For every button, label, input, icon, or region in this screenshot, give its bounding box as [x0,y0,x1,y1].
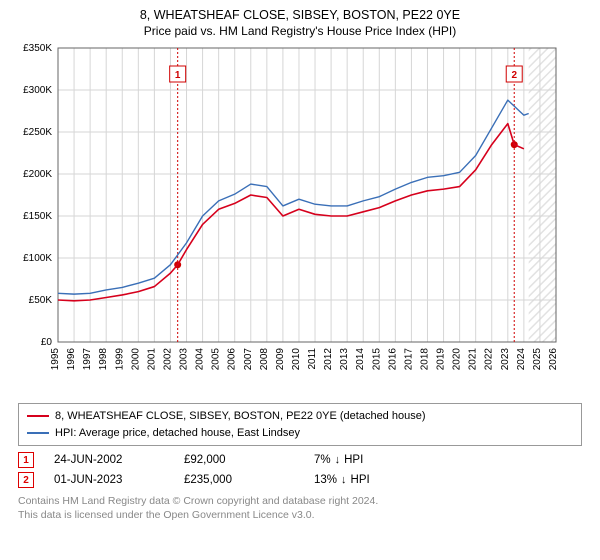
chart-svg: £0 £50K £100K £150K £200K £250K £300K £350K 1995… [10,42,570,392]
svg-text:1999: 1999 [114,348,125,371]
svg-text:£150K: £150K [23,211,52,222]
transaction-delta-1: 7% ↓ HPI [314,454,363,466]
svg-text:2000: 2000 [130,348,141,371]
svg-text:2012: 2012 [323,348,334,371]
svg-text:2024: 2024 [516,348,527,371]
svg-text:2010: 2010 [291,348,302,371]
svg-text:2009: 2009 [275,348,286,371]
svg-text:2015: 2015 [371,348,382,371]
svg-text:2023: 2023 [500,348,511,371]
chart-subtitle: Price paid vs. HM Land Registry's House … [10,24,590,38]
svg-text:1998: 1998 [98,348,109,371]
svg-text:2018: 2018 [419,348,430,371]
svg-text:2014: 2014 [355,348,366,371]
legend-label-hpi: HPI: Average price, detached house, East… [55,425,300,442]
svg-text:2002: 2002 [162,348,173,371]
legend-item-property: 8, WHEATSHEAF CLOSE, SIBSEY, BOSTON, PE2… [27,408,573,425]
svg-text:£100K: £100K [23,253,52,264]
svg-text:1995: 1995 [50,348,61,371]
svg-text:2008: 2008 [259,348,270,371]
marker-badge-1: 1 [18,452,34,468]
svg-text:£250K: £250K [23,127,52,138]
footnote-line-2: This data is licensed under the Open Gov… [18,508,582,522]
svg-text:2004: 2004 [195,348,206,371]
svg-text:2026: 2026 [548,348,559,371]
legend-label-property: 8, WHEATSHEAF CLOSE, SIBSEY, BOSTON, PE2… [55,408,426,425]
svg-text:2021: 2021 [468,348,479,371]
svg-text:2011: 2011 [307,348,318,370]
svg-text:2019: 2019 [436,348,447,371]
arrow-down-icon: ↓ [335,454,341,466]
svg-text:1: 1 [175,70,181,81]
arrow-down-icon: ↓ [341,474,347,486]
svg-text:2006: 2006 [227,348,238,371]
transaction-delta-2: 13% ↓ HPI [314,474,370,486]
svg-text:£350K: £350K [23,43,52,54]
transaction-pct-2: 13% [314,474,337,486]
legend: 8, WHEATSHEAF CLOSE, SIBSEY, BOSTON, PE2… [18,403,582,446]
svg-text:2025: 2025 [532,348,543,371]
svg-text:£50K: £50K [29,295,53,306]
svg-text:1997: 1997 [82,348,93,371]
svg-text:£300K: £300K [23,85,52,96]
svg-text:2017: 2017 [403,348,414,371]
transaction-row-1: 1 24-JUN-2002 £92,000 7% ↓ HPI [10,450,590,470]
chart-title: 8, WHEATSHEAF CLOSE, SIBSEY, BOSTON, PE2… [10,8,590,22]
svg-text:2005: 2005 [211,348,222,371]
svg-text:£200K: £200K [23,169,52,180]
transaction-date-2: 01-JUN-2023 [54,474,164,486]
svg-text:2001: 2001 [146,348,157,371]
footnote-line-1: Contains HM Land Registry data © Crown c… [18,494,582,508]
svg-text:2013: 2013 [339,348,350,371]
transaction-price-2: £235,000 [184,474,294,486]
svg-text:2016: 2016 [387,348,398,371]
marker-badge-2: 2 [18,472,34,488]
transaction-price-1: £92,000 [184,454,294,466]
svg-text:1996: 1996 [66,348,77,371]
transaction-pct-1: 7% [314,454,331,466]
svg-text:2022: 2022 [484,348,495,371]
line-chart: £0 £50K £100K £150K £200K £250K £300K £350K 1995… [10,42,590,397]
svg-text:2: 2 [511,70,517,81]
svg-text:2007: 2007 [243,348,254,371]
footnote: Contains HM Land Registry data © Crown c… [10,490,590,522]
svg-text:2003: 2003 [179,348,190,371]
svg-text:2020: 2020 [452,348,463,371]
transaction-date-1: 24-JUN-2002 [54,454,164,466]
transaction-row-2: 2 01-JUN-2023 £235,000 13% ↓ HPI [10,470,590,490]
legend-item-hpi: HPI: Average price, detached house, East… [27,425,573,442]
legend-swatch-hpi [27,432,49,434]
svg-text:£0: £0 [41,337,53,348]
transaction-suffix-2: HPI [351,474,370,486]
transaction-suffix-1: HPI [344,454,363,466]
legend-swatch-property [27,415,49,417]
